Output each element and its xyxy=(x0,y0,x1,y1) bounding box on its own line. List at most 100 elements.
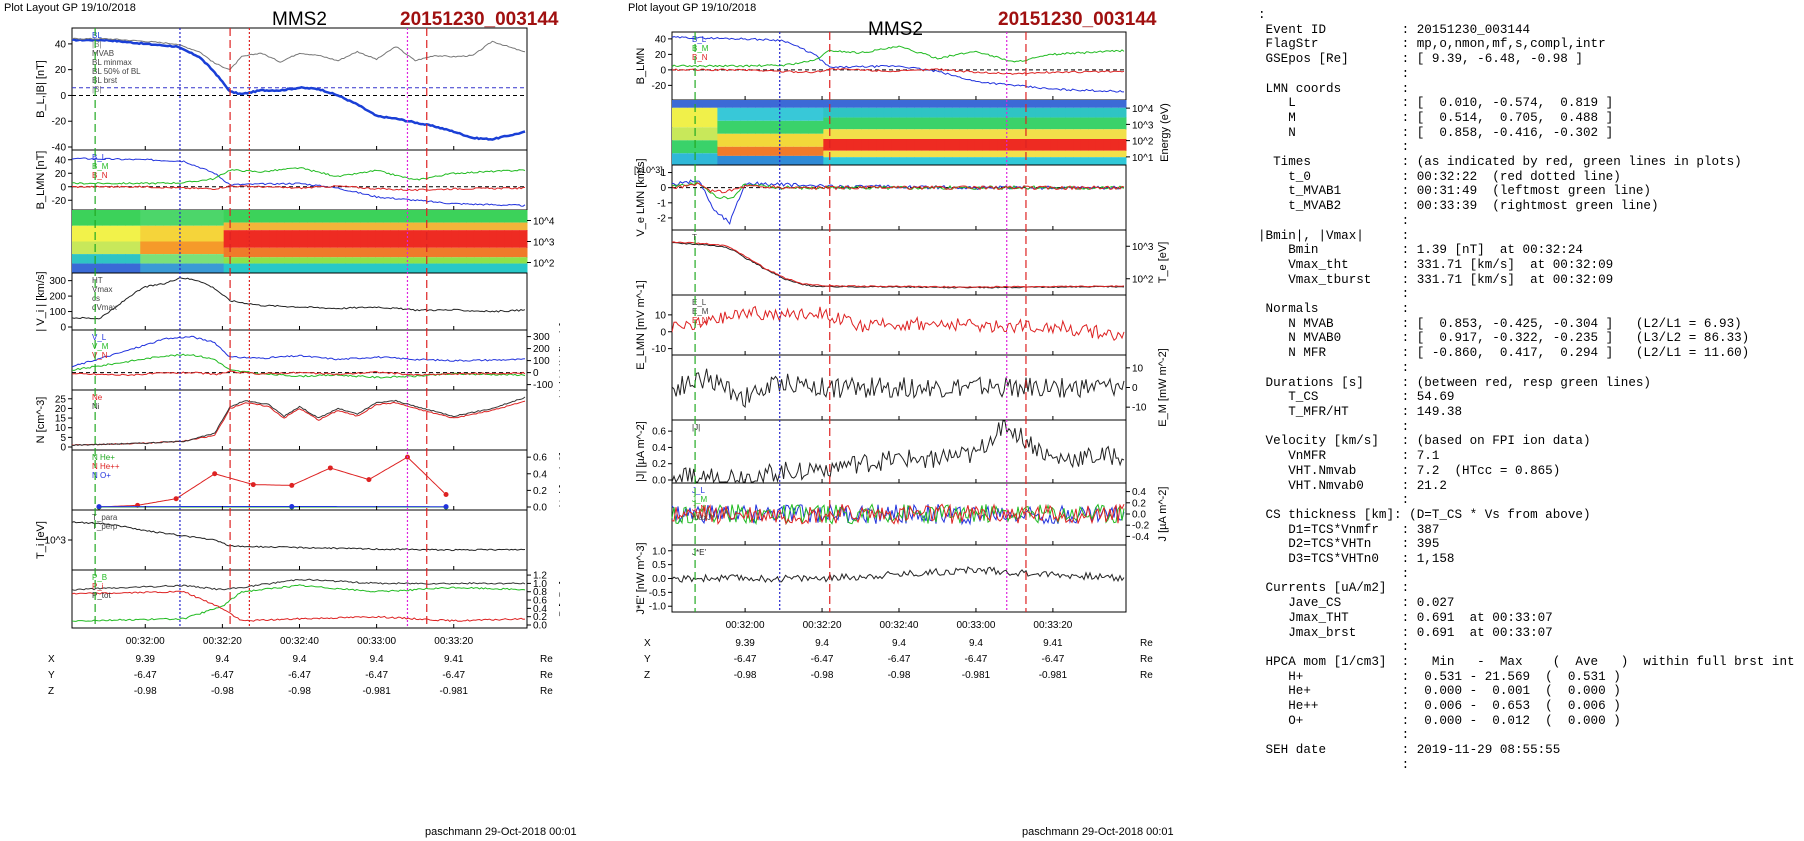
spectrogram-cell xyxy=(997,107,1006,118)
spectrogram-cell xyxy=(360,257,369,264)
spectrogram-cell xyxy=(1050,129,1059,139)
spectrogram-cell xyxy=(473,230,482,248)
spectrogram-cell xyxy=(254,263,263,273)
spectrogram-cell xyxy=(178,263,187,273)
spectrogram-cell xyxy=(200,254,209,264)
spectrogram-cell xyxy=(246,263,255,273)
spectrogram-cell xyxy=(398,247,407,258)
spectrogram-cell xyxy=(1020,150,1029,158)
spectrogram-cell xyxy=(899,139,908,151)
spectrogram-cell xyxy=(94,210,103,226)
info-line: Jmax_THT : 0.691 at 00:33:07 xyxy=(1258,610,1553,625)
info-line: t_MVAB1 : 00:31:49 (leftmost green line) xyxy=(1258,184,1651,199)
spectrogram-cell xyxy=(951,157,961,165)
y-axis-label: B_L,|B| [nT] xyxy=(35,60,47,118)
spectrogram-cell xyxy=(375,230,384,248)
spectrogram-cell xyxy=(117,254,126,264)
spectrogram-cell xyxy=(967,139,976,151)
spectrogram-cell xyxy=(94,225,103,242)
info-line: Velocity [km/s] : (based on FPI ion data… xyxy=(1258,434,1591,449)
spectrogram-cell xyxy=(72,210,81,226)
spectrogram-cell xyxy=(337,263,346,273)
spectrogram-cell xyxy=(337,230,346,248)
spectrogram-cell xyxy=(951,150,961,158)
spectrogram-cell xyxy=(914,139,923,151)
data-point xyxy=(289,482,295,488)
legend-entry: dVmax xyxy=(92,303,117,312)
spectrogram-cell xyxy=(868,129,877,139)
y-tick-label: 0.6 xyxy=(533,453,547,464)
info-line: Bmin : 1.39 [nT] at 00:32:24 xyxy=(1258,243,1583,258)
spectrogram-cell xyxy=(208,254,217,264)
spectrogram-cell xyxy=(231,257,240,264)
spectrogram-cell xyxy=(724,100,734,108)
spectrogram-cell xyxy=(936,100,945,108)
spectrogram-cell xyxy=(1035,107,1044,118)
y-tick-label: 0 xyxy=(1132,383,1138,394)
spectrogram-cell xyxy=(747,120,756,134)
spectrogram-cell xyxy=(853,139,862,151)
y-tick-label: 0.2 xyxy=(533,486,547,497)
spectrogram-cell xyxy=(717,146,726,156)
spectrogram-cell xyxy=(436,222,445,231)
subplot-ni: 0.6 0.4 0.2 0.0 N_i [cm^-3] N He+N He++N O+ xyxy=(71,449,560,514)
spectrogram-cell xyxy=(732,107,741,121)
spectrogram-cell xyxy=(1088,107,1097,118)
spectrogram-cell xyxy=(1042,100,1051,108)
spectrogram-cell xyxy=(944,157,953,165)
spectrogram-cell xyxy=(1057,129,1066,139)
y-tick-label: 10^1 xyxy=(1132,153,1154,164)
spectrogram-cell xyxy=(382,210,391,223)
spectrogram-cell xyxy=(899,150,908,158)
spectrogram-cell xyxy=(793,100,802,108)
spectrogram-cell xyxy=(1080,157,1089,165)
spectrogram-cell xyxy=(519,257,528,264)
spectrogram-cell xyxy=(755,100,764,108)
spectrogram-cell xyxy=(511,263,520,273)
spectrogram-cell xyxy=(504,247,513,258)
spectrogram-cell xyxy=(519,222,528,231)
spectrogram-cell xyxy=(914,129,923,139)
spectrogram-cell xyxy=(1095,157,1104,165)
spectrogram-cell xyxy=(989,107,998,118)
y-tick-label: 10^4 xyxy=(533,217,555,228)
spectrogram-cell xyxy=(109,254,118,264)
info-line: Jave_CS : 0.027 xyxy=(1258,596,1455,611)
spectrogram-cell xyxy=(762,133,771,147)
spectrogram-cell xyxy=(117,225,126,242)
spectrogram-cell xyxy=(868,150,877,158)
spectrogram-cell xyxy=(1035,150,1044,158)
position-value: -6.47 xyxy=(442,670,465,681)
spectrogram-cell xyxy=(504,210,513,223)
spectrogram-cell xyxy=(921,139,930,151)
position-unit: Re xyxy=(540,670,553,681)
spectrogram-cell xyxy=(185,210,194,226)
y-axis-label: N [cm^-3] xyxy=(35,397,47,444)
spectrogram-cell xyxy=(1080,107,1089,118)
spectrogram-cell xyxy=(1080,129,1089,139)
spectrogram-cell xyxy=(117,241,126,255)
info-line: D2=TCS*VHTn : 395 xyxy=(1258,537,1440,552)
spectrogram-cell xyxy=(345,230,354,248)
spectrogram-cell xyxy=(269,222,278,231)
info-line: : xyxy=(1258,140,1410,155)
info-line: Currents [uA/m2] : xyxy=(1258,581,1410,596)
spectrogram-cell xyxy=(974,129,983,139)
spectrogram-cell xyxy=(79,225,88,242)
spectrogram-cell xyxy=(967,107,976,118)
spectrogram-cell xyxy=(489,263,498,273)
spectrogram-cell xyxy=(329,257,338,264)
spectrogram-cell xyxy=(163,241,172,255)
spectrogram-cell xyxy=(390,263,399,273)
spectrogram-cell xyxy=(921,100,930,108)
spectrogram-cell xyxy=(800,100,809,108)
spectrogram-cell xyxy=(185,241,194,255)
spectrogram-cell xyxy=(246,257,255,264)
position-value: -0.98 xyxy=(134,686,157,697)
y-axis-label: E_M [mW m^-2] xyxy=(1157,348,1169,427)
spectrogram-cell xyxy=(481,257,490,264)
spectrogram-cell xyxy=(481,263,490,273)
series-line-ni xyxy=(71,396,526,447)
spectrogram-cell xyxy=(891,129,900,139)
